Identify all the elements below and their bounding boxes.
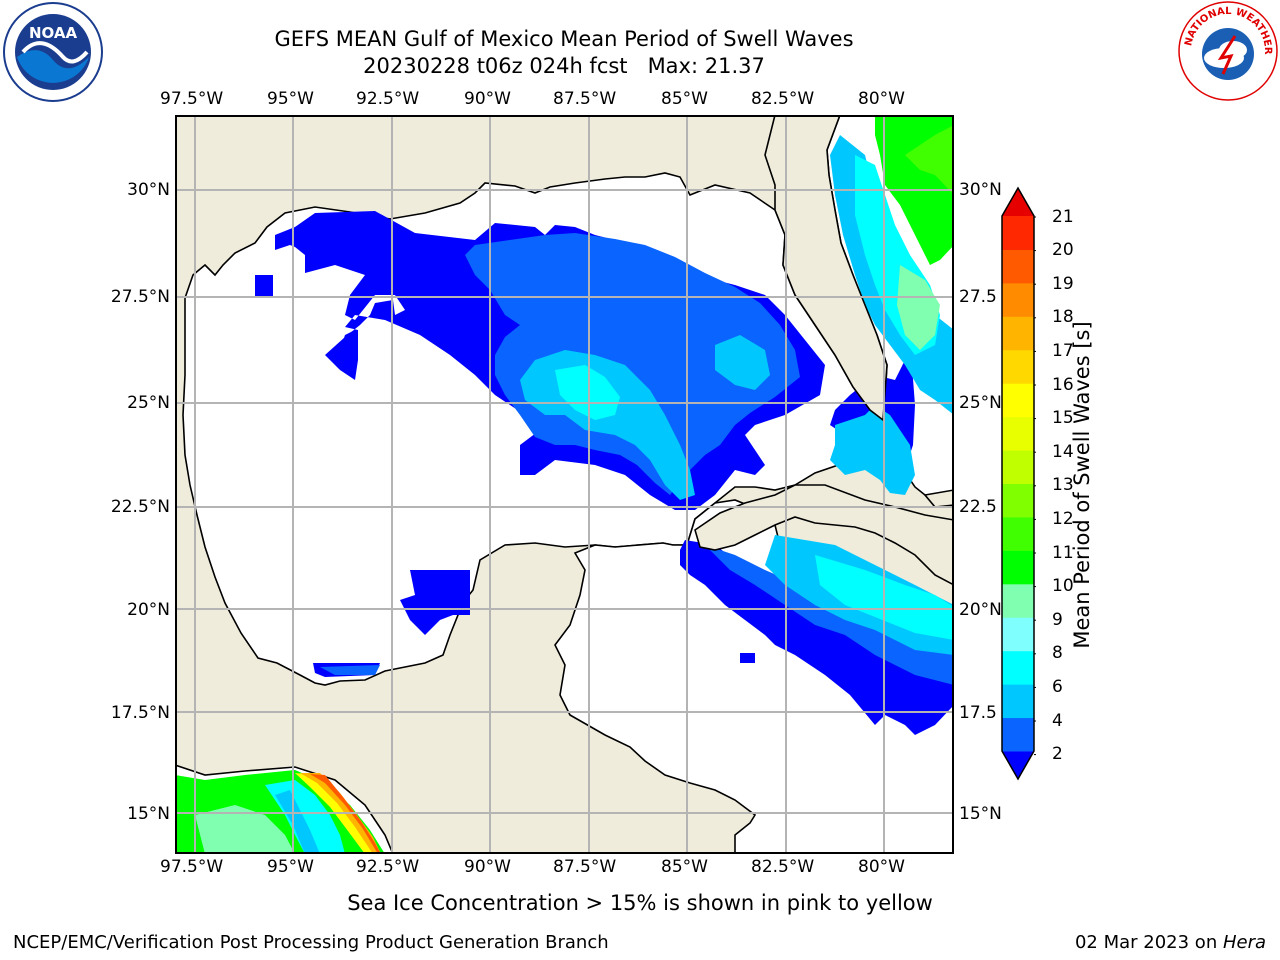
nws-logo: NATIONAL WEATHER SERVICE	[1173, 0, 1279, 102]
lat-label: 15°N	[127, 804, 170, 824]
colorbar-band	[1002, 349, 1034, 384]
lat-label: 15°N	[959, 804, 1002, 824]
graticule	[175, 115, 954, 854]
colorbar-band	[1002, 316, 1034, 351]
lat-label: 17.5°N	[110, 703, 170, 723]
colorbar-band	[1002, 282, 1034, 317]
lon-label: 95°W	[267, 857, 314, 877]
lat-label: 22.5°N	[110, 497, 170, 517]
colorbar-tick: 16	[1052, 375, 1074, 395]
lat-label: 27.5°N	[110, 287, 170, 307]
colorbar-band	[1002, 416, 1034, 451]
lat-label: 27.5	[959, 287, 997, 307]
colorbar-tick: 2	[1052, 744, 1063, 764]
colorbar-tick: 12	[1052, 509, 1074, 529]
lon-label: 97.5°W	[160, 857, 224, 877]
cuba-land	[694, 484, 954, 586]
lon-label: 82.5°W	[751, 89, 815, 109]
lat-label: 25°N	[959, 393, 1002, 413]
colorbar-tick: 17	[1052, 341, 1074, 361]
colorbar-tick: 4	[1052, 711, 1063, 731]
colorbar-tick: 11	[1052, 543, 1074, 563]
florida-land	[764, 115, 888, 422]
colorbar-band	[1002, 684, 1034, 719]
noaa-logo-icon: NOAA	[3, 2, 103, 102]
sea-ice-note: Sea Ice Concentration > 15% is shown in …	[347, 891, 933, 915]
lon-label: 92.5°W	[356, 89, 420, 109]
chart-subtitle: 20230228 t06z 024h fcst Max: 21.37	[363, 54, 765, 78]
colorbar-tick: 15	[1052, 408, 1074, 428]
colorbar-band	[1002, 717, 1034, 752]
colorbar-band	[1002, 450, 1034, 484]
lon-label: 90°W	[464, 89, 511, 109]
lon-label: 97.5°W	[160, 89, 224, 109]
colorbar-tick: 19	[1052, 274, 1074, 294]
bahamas-land	[923, 489, 954, 508]
map-canvas	[175, 115, 954, 854]
colorbar-tick: 20	[1052, 240, 1074, 260]
nws-logo-icon: NATIONAL WEATHER SERVICE	[1173, 0, 1278, 101]
colorbar-extend-high	[1002, 188, 1034, 216]
lat-label: 30°N	[127, 180, 170, 200]
map-panel	[175, 115, 954, 854]
colorbar-tick: 18	[1052, 307, 1074, 327]
lat-label: 20°N	[959, 600, 1002, 620]
colorbar-extend-low	[1002, 751, 1034, 779]
colorbar-label: Mean Period of Swell Waves [s]	[1070, 321, 1094, 649]
lat-label: 20°N	[127, 600, 170, 620]
colorbar-tick: 6	[1052, 677, 1063, 697]
lon-label: 87.5°W	[553, 89, 617, 109]
host-name: Hera	[1222, 932, 1266, 953]
lon-label: 90°W	[464, 857, 511, 877]
colorbar-outline	[1001, 186, 1035, 781]
lat-label: 22.5	[959, 497, 997, 517]
run-date-text: 02 Mar 2023 on	[1074, 932, 1223, 953]
chart-title: GEFS MEAN Gulf of Mexico Mean Period of …	[274, 27, 854, 51]
colorbar-tick: 9	[1052, 610, 1063, 630]
colorbar-tick: 21	[1052, 207, 1074, 227]
colorbar-band	[1002, 483, 1034, 518]
noaa-logo: NOAA	[3, 2, 103, 102]
lon-label: 85°W	[661, 857, 708, 877]
map-frame	[175, 115, 954, 854]
lon-label: 87.5°W	[553, 857, 617, 877]
colorbar-band	[1002, 383, 1034, 418]
colorbar-tick: 13	[1052, 475, 1074, 495]
colorbar-tick: 8	[1052, 643, 1063, 663]
colorbar-band	[1002, 650, 1034, 685]
lon-label: 85°W	[661, 89, 708, 109]
colorbar-band	[1002, 249, 1034, 284]
colorbar-band	[1002, 583, 1034, 618]
colorbar-band	[1002, 550, 1034, 585]
lon-label: 80°W	[858, 89, 905, 109]
lon-label: 80°W	[858, 857, 905, 877]
noaa-logo-text: NOAA	[29, 24, 78, 42]
colorbar-tick: 10	[1052, 576, 1074, 596]
colorbar-band	[1002, 516, 1034, 551]
colorbar-band	[1002, 617, 1034, 652]
run-date: 02 Mar 2023 on Hera	[1075, 932, 1266, 953]
credit-text: NCEP/EMC/Verification Post Processing Pr…	[13, 932, 609, 953]
colorbar-band	[1002, 216, 1034, 250]
lon-label: 82.5°W	[751, 857, 815, 877]
colorbar-scale	[1001, 186, 1036, 781]
lat-label: 25°N	[127, 393, 170, 413]
lon-label: 95°W	[267, 89, 314, 109]
colorbar	[1000, 186, 1036, 781]
lon-label: 92.5°W	[356, 857, 420, 877]
lat-label: 17.5	[959, 703, 997, 723]
colorbar-tick: 14	[1052, 442, 1074, 462]
lat-label: 30°N	[959, 180, 1002, 200]
